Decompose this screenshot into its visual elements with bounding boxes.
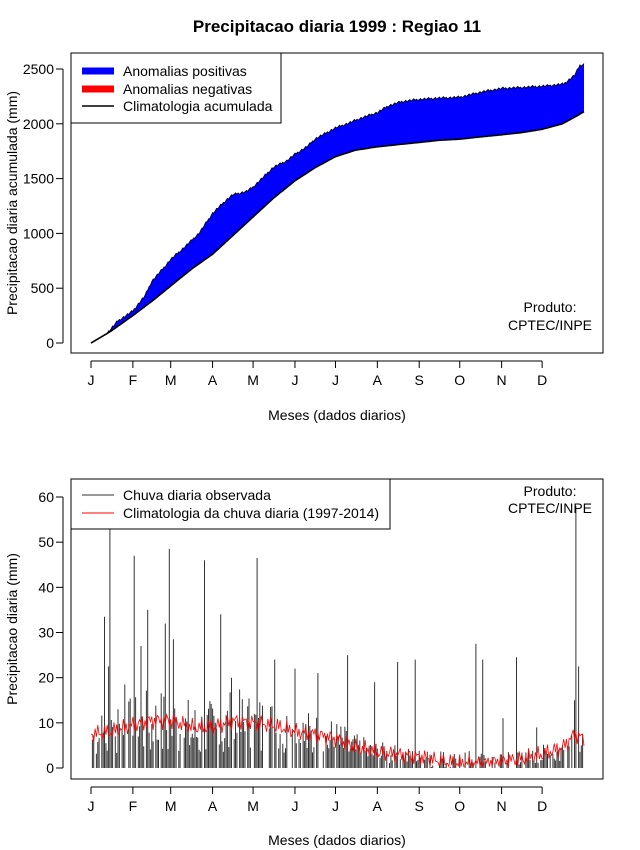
plot-frame <box>70 52 604 354</box>
daily-chart: 0 10 20 30 40 50 60 J F M A M J J A S O N D Meses (dados … <box>4 478 604 848</box>
y-tick-label: 0 <box>46 335 54 351</box>
annotation-cptec: CPTEC/INPE <box>508 317 592 333</box>
x-tick-label: A <box>208 372 218 388</box>
y-tick-label: 20 <box>38 670 54 686</box>
y-tick-label: 30 <box>38 625 54 641</box>
x-tick-label: O <box>454 798 465 814</box>
x-tick-label: S <box>415 372 424 388</box>
annotation-cptec: CPTEC/INPE <box>508 500 592 516</box>
climatology-cumulative-line <box>90 111 585 344</box>
y-tick-label: 1500 <box>23 171 54 187</box>
legend-label-climatology: Climatologia da chuva diaria (1997-2014) <box>123 505 379 521</box>
x-tick-label: M <box>247 798 259 814</box>
x-tick-label: A <box>373 798 383 814</box>
x-tick-label: J <box>291 798 298 814</box>
legend: Chuva diaria observada Climatologia da c… <box>70 478 391 530</box>
x-tick-label: M <box>165 798 177 814</box>
y-tick-label: 60 <box>38 489 54 505</box>
legend-label-positive: Anomalias positivas <box>123 63 247 79</box>
x-tick-label: J <box>88 798 95 814</box>
x-tick-label: J <box>332 798 339 814</box>
x-tick-label: F <box>129 798 138 814</box>
figure-title: Precipitacao diaria 1999 : Regiao 11 <box>193 17 481 36</box>
y-axis-ticks: 0 10 20 30 40 50 60 <box>38 489 64 776</box>
y-tick-label: 2500 <box>23 61 54 77</box>
x-tick-label: A <box>373 372 383 388</box>
y-tick-label: 500 <box>31 280 55 296</box>
y-tick-label: 10 <box>38 715 54 731</box>
positive-anomaly-area <box>91 63 584 343</box>
x-tick-label: F <box>129 372 138 388</box>
x-tick-label: D <box>537 798 547 814</box>
x-tick-label: S <box>415 798 424 814</box>
x-tick-label: J <box>332 372 339 388</box>
x-tick-label: J <box>88 372 95 388</box>
legend: Anomalias positivas Anomalias negativas … <box>70 52 282 124</box>
climatology-line <box>90 713 585 769</box>
anomaly-area <box>90 63 585 344</box>
legend-label-observed: Chuva diaria observada <box>123 487 271 503</box>
x-tick-label: A <box>208 798 218 814</box>
legend-box <box>70 478 391 530</box>
x-tick-label: M <box>247 372 259 388</box>
x-tick-label: D <box>537 372 547 388</box>
y-tick-label: 2000 <box>23 116 54 132</box>
annotation-produto: Produto: <box>524 299 577 315</box>
y-tick-label: 40 <box>38 579 54 595</box>
x-tick-label: N <box>497 798 507 814</box>
x-tick-label: O <box>454 372 465 388</box>
daily-bars <box>91 506 584 768</box>
y-axis-label: Precipitacao diaria (mm) <box>4 553 20 705</box>
legend-label-climatology: Climatologia acumulada <box>123 98 273 114</box>
y-axis-label: Precipitacao diaria acumulada (mm) <box>4 91 20 315</box>
x-tick-label: J <box>291 372 298 388</box>
cumulative-chart: 0 500 1000 1500 2000 2500 J F M A M J J A S O N D Meses … <box>4 52 604 423</box>
x-tick-label: N <box>497 372 507 388</box>
legend-label-negative: Anomalias negativas <box>123 81 252 97</box>
x-tick-label: M <box>165 372 177 388</box>
y-tick-label: 50 <box>38 534 54 550</box>
y-axis-ticks: 0 500 1000 1500 2000 2500 <box>23 61 64 351</box>
observed-cumulative-line <box>90 63 585 344</box>
climatology-daily-line <box>90 713 585 769</box>
annotation-produto: Produto: <box>524 483 577 499</box>
y-tick-label: 0 <box>46 760 54 776</box>
x-axis-label: Meses (dados diarios) <box>268 832 406 848</box>
x-axis-label: Meses (dados diarios) <box>268 407 406 423</box>
y-tick-label: 1000 <box>23 225 54 241</box>
